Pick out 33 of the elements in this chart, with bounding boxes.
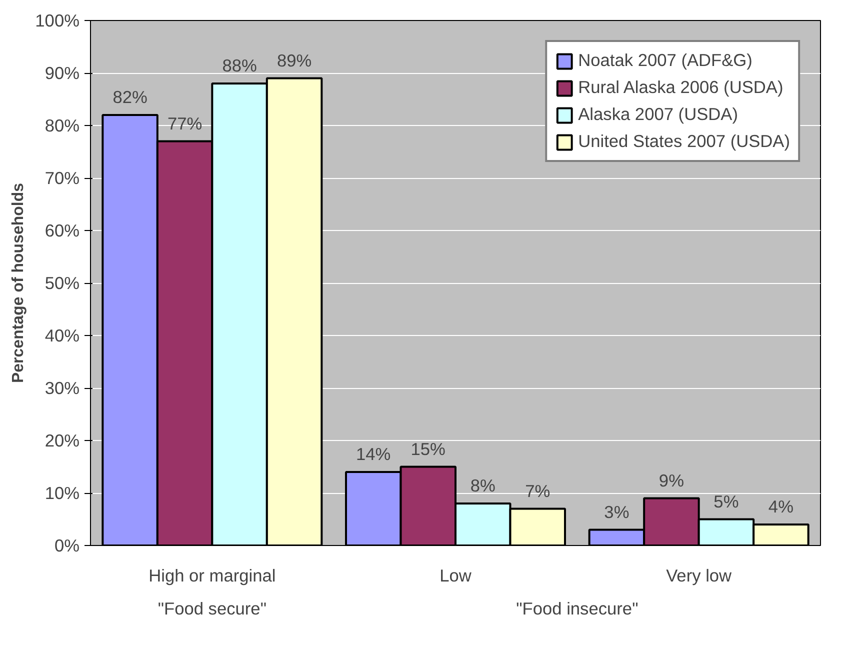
data-label: 77% [167, 113, 202, 134]
y-tick-label: 20% [44, 430, 80, 450]
y-tick-label: 90% [44, 63, 80, 83]
y-tick-label: 30% [44, 378, 80, 398]
data-label: 8% [470, 476, 496, 496]
y-tick-label: 60% [44, 220, 80, 240]
x-tick-label: High or marginal [148, 566, 276, 586]
data-label: 7% [525, 480, 550, 501]
legend-label: United States 2007 (USDA) [578, 131, 790, 152]
data-label: 14% [356, 444, 391, 464]
y-tick-label: 70% [44, 168, 80, 188]
x-tick-label: Very low [666, 566, 732, 586]
y-tick-label: 100% [35, 10, 80, 30]
y-tick-label: 80% [44, 116, 80, 136]
legend-label: Rural Alaska 2006 (USDA) [578, 77, 784, 98]
data-label: 89% [276, 50, 312, 70]
text: "Food insecure" [516, 598, 638, 618]
text: "Food secure" [158, 598, 266, 618]
y-tick-label: 0% [54, 536, 80, 556]
data-label: 15% [410, 438, 446, 459]
data-label: 82% [112, 87, 148, 107]
data-label: 9% [658, 470, 684, 490]
data-label: 4% [768, 496, 794, 516]
data-label: 5% [714, 491, 739, 512]
y-axis-title: Percentage of households [10, 182, 28, 384]
legend-label: Noatak 2007 (ADF&G) [578, 50, 752, 71]
y-tick-label: 40% [44, 326, 80, 346]
y-tick-label: 10% [44, 483, 80, 503]
legend-label: Alaska 2007 (USDA) [578, 104, 738, 125]
x-tick-label: Low [440, 566, 472, 586]
data-label: 3% [604, 502, 630, 522]
data-label: 88% [222, 56, 257, 76]
y-tick-label: 50% [44, 273, 80, 293]
